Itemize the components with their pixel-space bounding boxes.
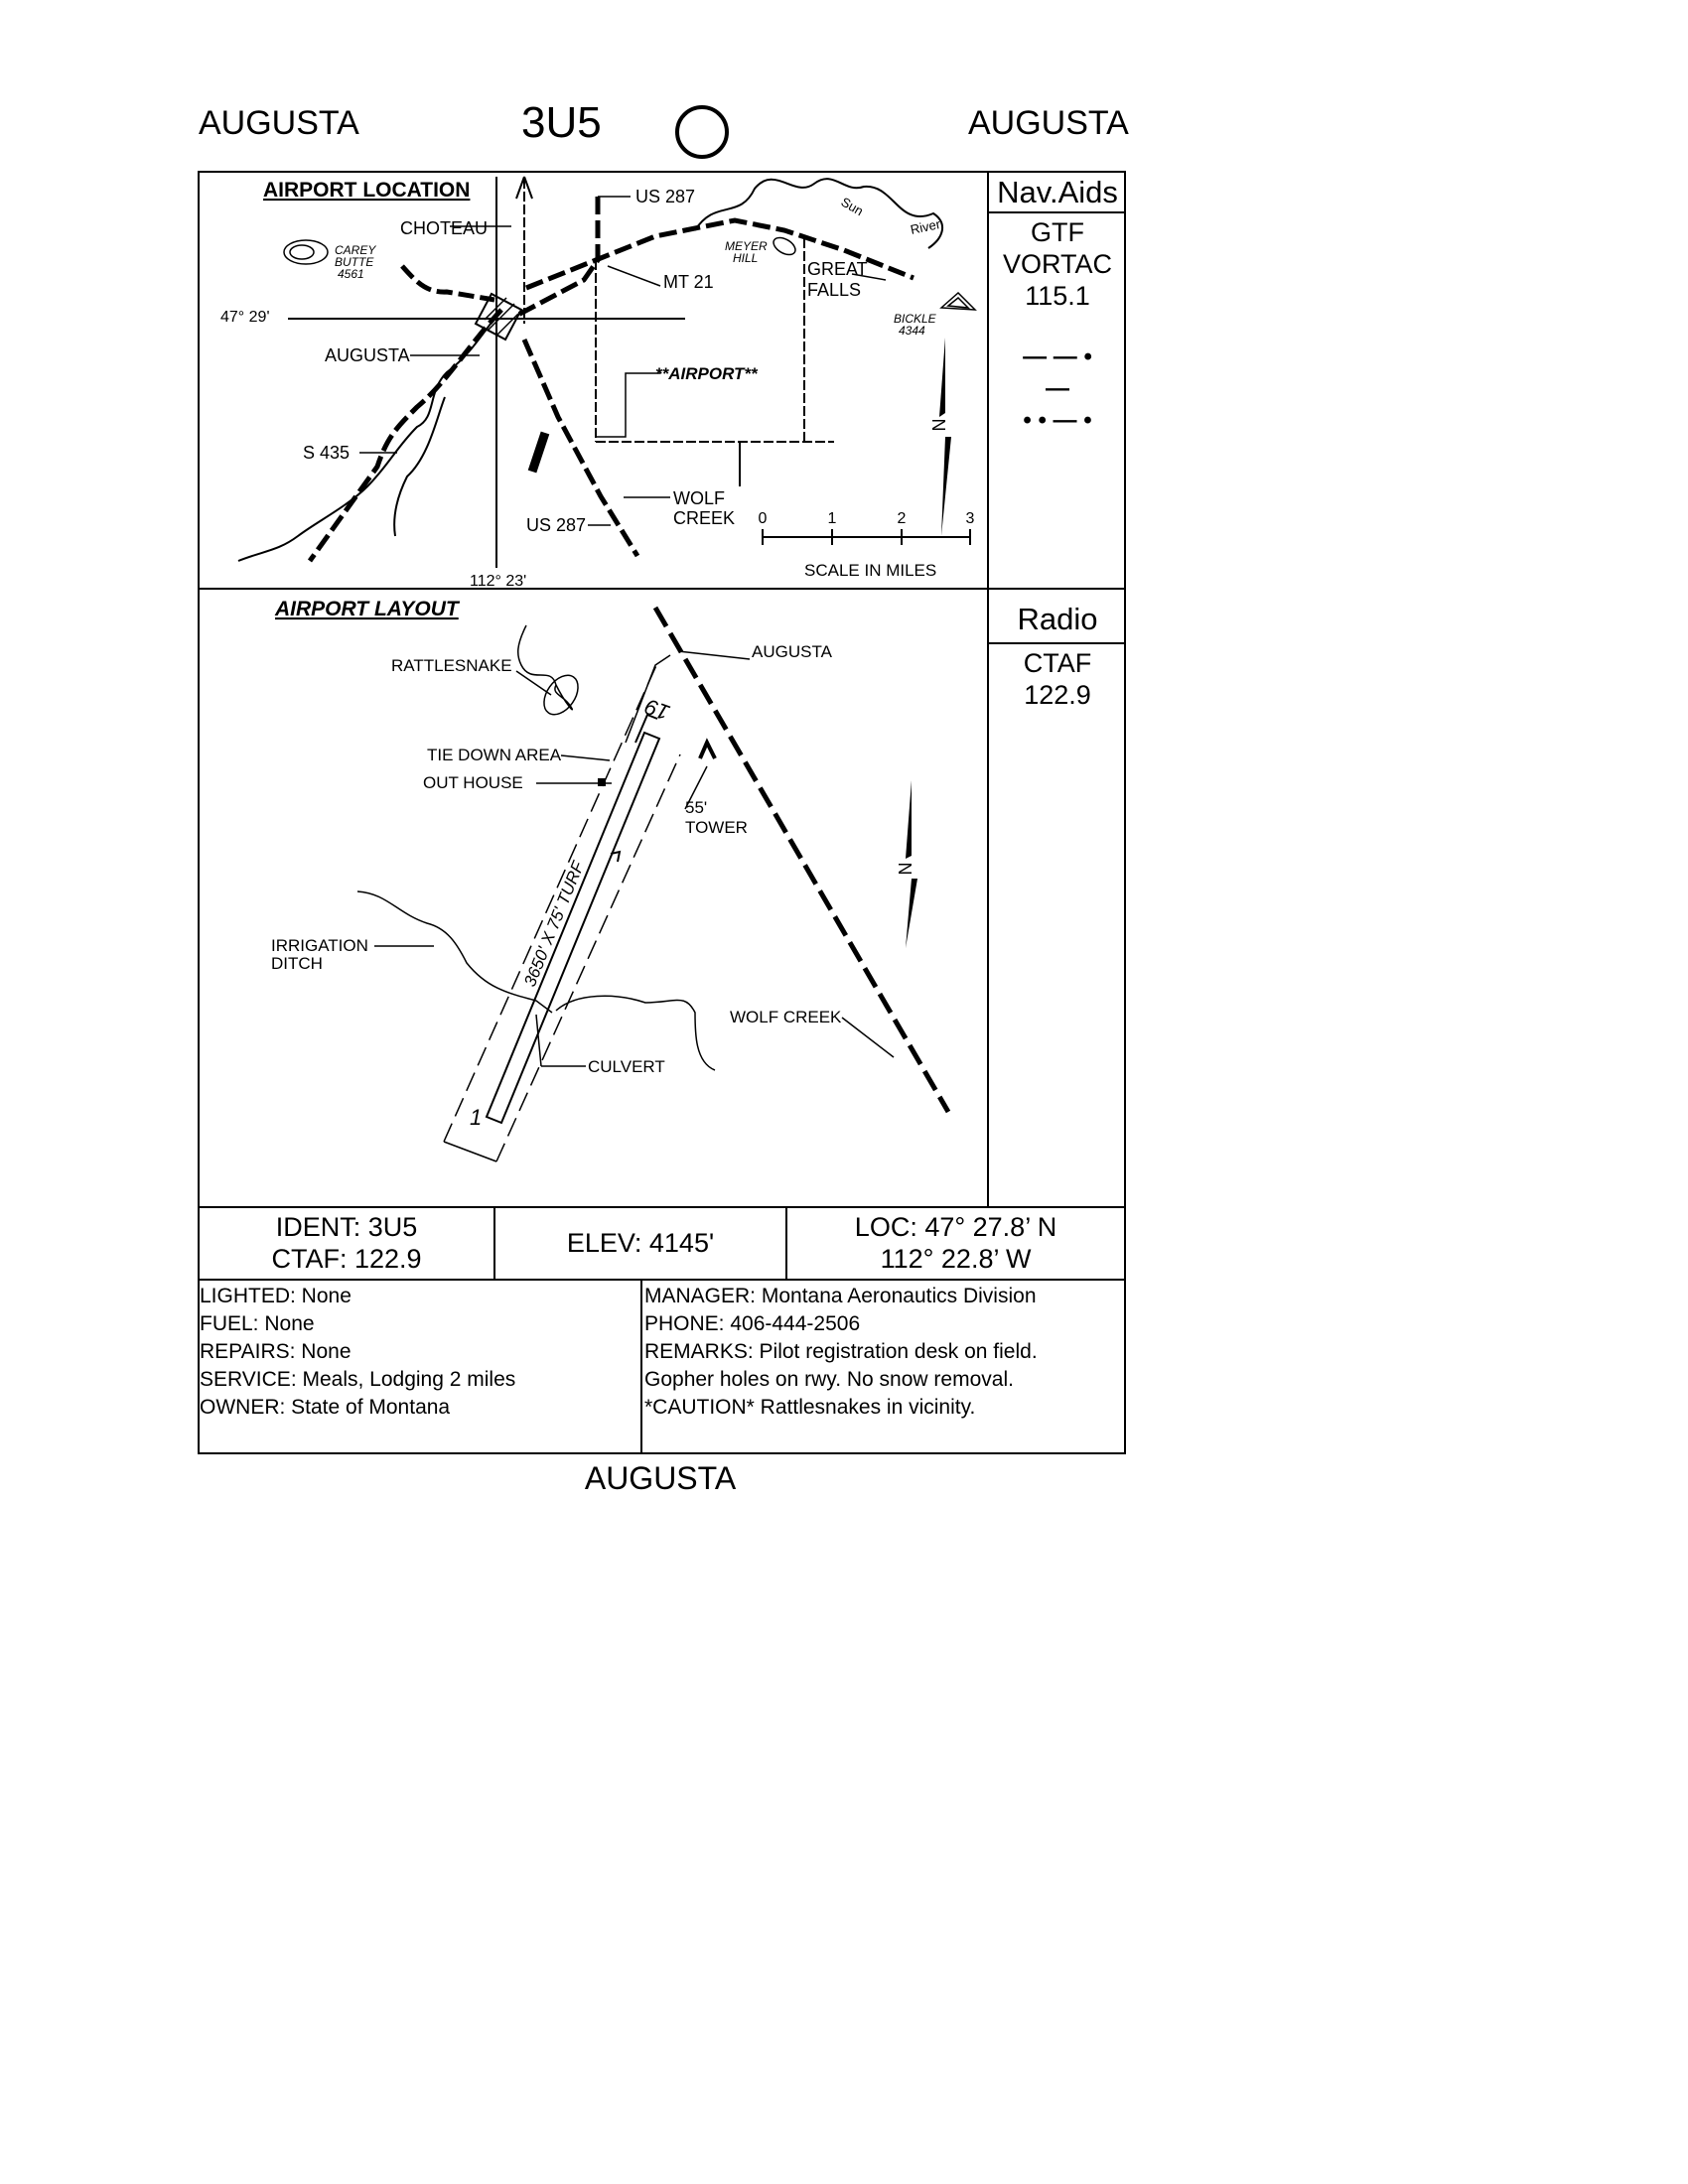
label-carey-butte-1: CAREY (335, 243, 376, 257)
north-arrow-icon: N (896, 780, 917, 948)
label-wolf-creek-1: WOLF (673, 488, 725, 508)
navaids-title-underline (989, 211, 1126, 213)
label-wolf-creek-2: CREEK (673, 508, 735, 528)
label-bickle-1: BICKLE (894, 312, 937, 326)
detail-remarks-2: Gopher holes on rwy. No snow removal. (644, 1368, 1014, 1391)
label-irrigation-ditch-2: DITCH (271, 954, 323, 973)
label-s435: S 435 (303, 443, 350, 463)
svg-text:N: N (929, 419, 949, 432)
label-irrigation-ditch-1: IRRIGATION (271, 936, 368, 955)
morse-code-line-2: — (1046, 375, 1069, 402)
label-mt21: MT 21 (663, 272, 714, 292)
detail-phone: PHONE: 406-444-2506 (644, 1312, 861, 1335)
morse-code-line-1: — — • (1023, 343, 1092, 370)
label-wolf-creek: WOLF CREEK (730, 1008, 842, 1026)
svg-text:N: N (896, 863, 915, 876)
label-augusta-highway: AUGUSTA (752, 642, 833, 661)
navaid-name: GTF (1031, 217, 1084, 247)
label-airport: **AIRPORT** (655, 364, 759, 383)
footer-city: AUGUSTA (584, 1460, 737, 1496)
label-bickle-2: 4344 (899, 324, 925, 338)
info-ident: IDENT: 3U5 (275, 1212, 418, 1242)
north-arrow-icon: N (929, 338, 951, 536)
navaids-title: Nav.Aids (997, 175, 1118, 209)
label-meyer-hill-1: MEYER (725, 239, 768, 253)
detail-owner: OWNER: State of Montana (200, 1396, 451, 1419)
radio-frequency: 122.9 (1024, 680, 1091, 710)
label-great-falls-1: GREAT (807, 259, 868, 279)
label-meyer-hill-2: HILL (733, 251, 758, 265)
detail-repairs: REPAIRS: None (200, 1340, 352, 1363)
divider-info-details (198, 1279, 1126, 1281)
label-culvert: CULVERT (588, 1057, 665, 1076)
scale-tick-2: 2 (898, 510, 907, 527)
info-location-lon: 112° 22.8’ W (880, 1244, 1032, 1274)
detail-fuel: FUEL: None (200, 1312, 315, 1335)
label-out-house: OUT HOUSE (423, 773, 523, 792)
info-location-lat: LOC: 47° 27.8’ N (854, 1212, 1057, 1242)
navaid-frequency: 115.1 (1025, 281, 1090, 311)
radio-title-underline (989, 642, 1126, 644)
divider-info-1 (493, 1206, 495, 1280)
label-tower: TOWER (685, 818, 748, 837)
airport-ident: 3U5 (521, 98, 602, 147)
morse-code-line-3: • • — • (1023, 407, 1092, 434)
label-augusta-town: AUGUSTA (325, 345, 410, 365)
layout-map-title: AIRPORT LAYOUT (274, 598, 461, 620)
runway-dimensions: 3650' X 75' TURF (520, 858, 588, 990)
scale-tick-3: 3 (966, 510, 975, 527)
label-choteau: CHOTEAU (400, 218, 488, 238)
label-carey-butte-3: 4561 (338, 267, 364, 281)
radio-title: Radio (1017, 602, 1098, 636)
runway-19-label: 19 (641, 694, 673, 726)
label-longitude: 112° 23' (470, 573, 526, 590)
runway-1-label: 1 (470, 1105, 482, 1130)
diagram-frame (198, 171, 1126, 1454)
info-ctaf: CTAF: 122.9 (271, 1244, 422, 1274)
detail-manager: MANAGER: Montana Aeronautics Division (644, 1285, 1037, 1307)
divider-sidebar (987, 171, 989, 1207)
navaid-type: VORTAC (1002, 249, 1113, 279)
scale-title: SCALE IN MILES (804, 561, 936, 580)
header-city-right: AUGUSTA (968, 104, 1129, 142)
divider-layout-info (198, 1206, 1126, 1208)
detail-lighted: LIGHTED: None (200, 1285, 352, 1307)
scale-tick-1: 1 (828, 510, 837, 527)
label-carey-butte-2: BUTTE (335, 255, 374, 269)
detail-caution: *CAUTION* Rattlesnakes in vicinity. (644, 1396, 976, 1419)
label-latitude: 47° 29' (220, 309, 270, 326)
label-us287-south: US 287 (526, 515, 586, 535)
circle-icon (675, 105, 729, 159)
location-map-title: AIRPORT LOCATION (263, 179, 470, 202)
divider-location-layout (198, 588, 1126, 590)
label-great-falls-2: FALLS (807, 280, 861, 300)
label-river: River (910, 216, 942, 237)
info-elevation: ELEV: 4145' (566, 1228, 715, 1258)
label-tower-height: 55' (685, 798, 707, 817)
detail-service: SERVICE: Meals, Lodging 2 miles (200, 1368, 516, 1391)
divider-info-2 (785, 1206, 787, 1280)
scale-tick-0: 0 (759, 510, 768, 527)
divider-details (640, 1279, 642, 1453)
header-city-left: AUGUSTA (199, 104, 359, 142)
detail-remarks: REMARKS: Pilot registration desk on fiel… (644, 1340, 1038, 1363)
label-us287-north: US 287 (635, 187, 695, 206)
out-house-icon (598, 778, 606, 786)
radio-type: CTAF (1023, 648, 1092, 678)
label-rattlesnake: RATTLESNAKE (391, 656, 512, 675)
label-tie-down-area: TIE DOWN AREA (427, 746, 562, 764)
